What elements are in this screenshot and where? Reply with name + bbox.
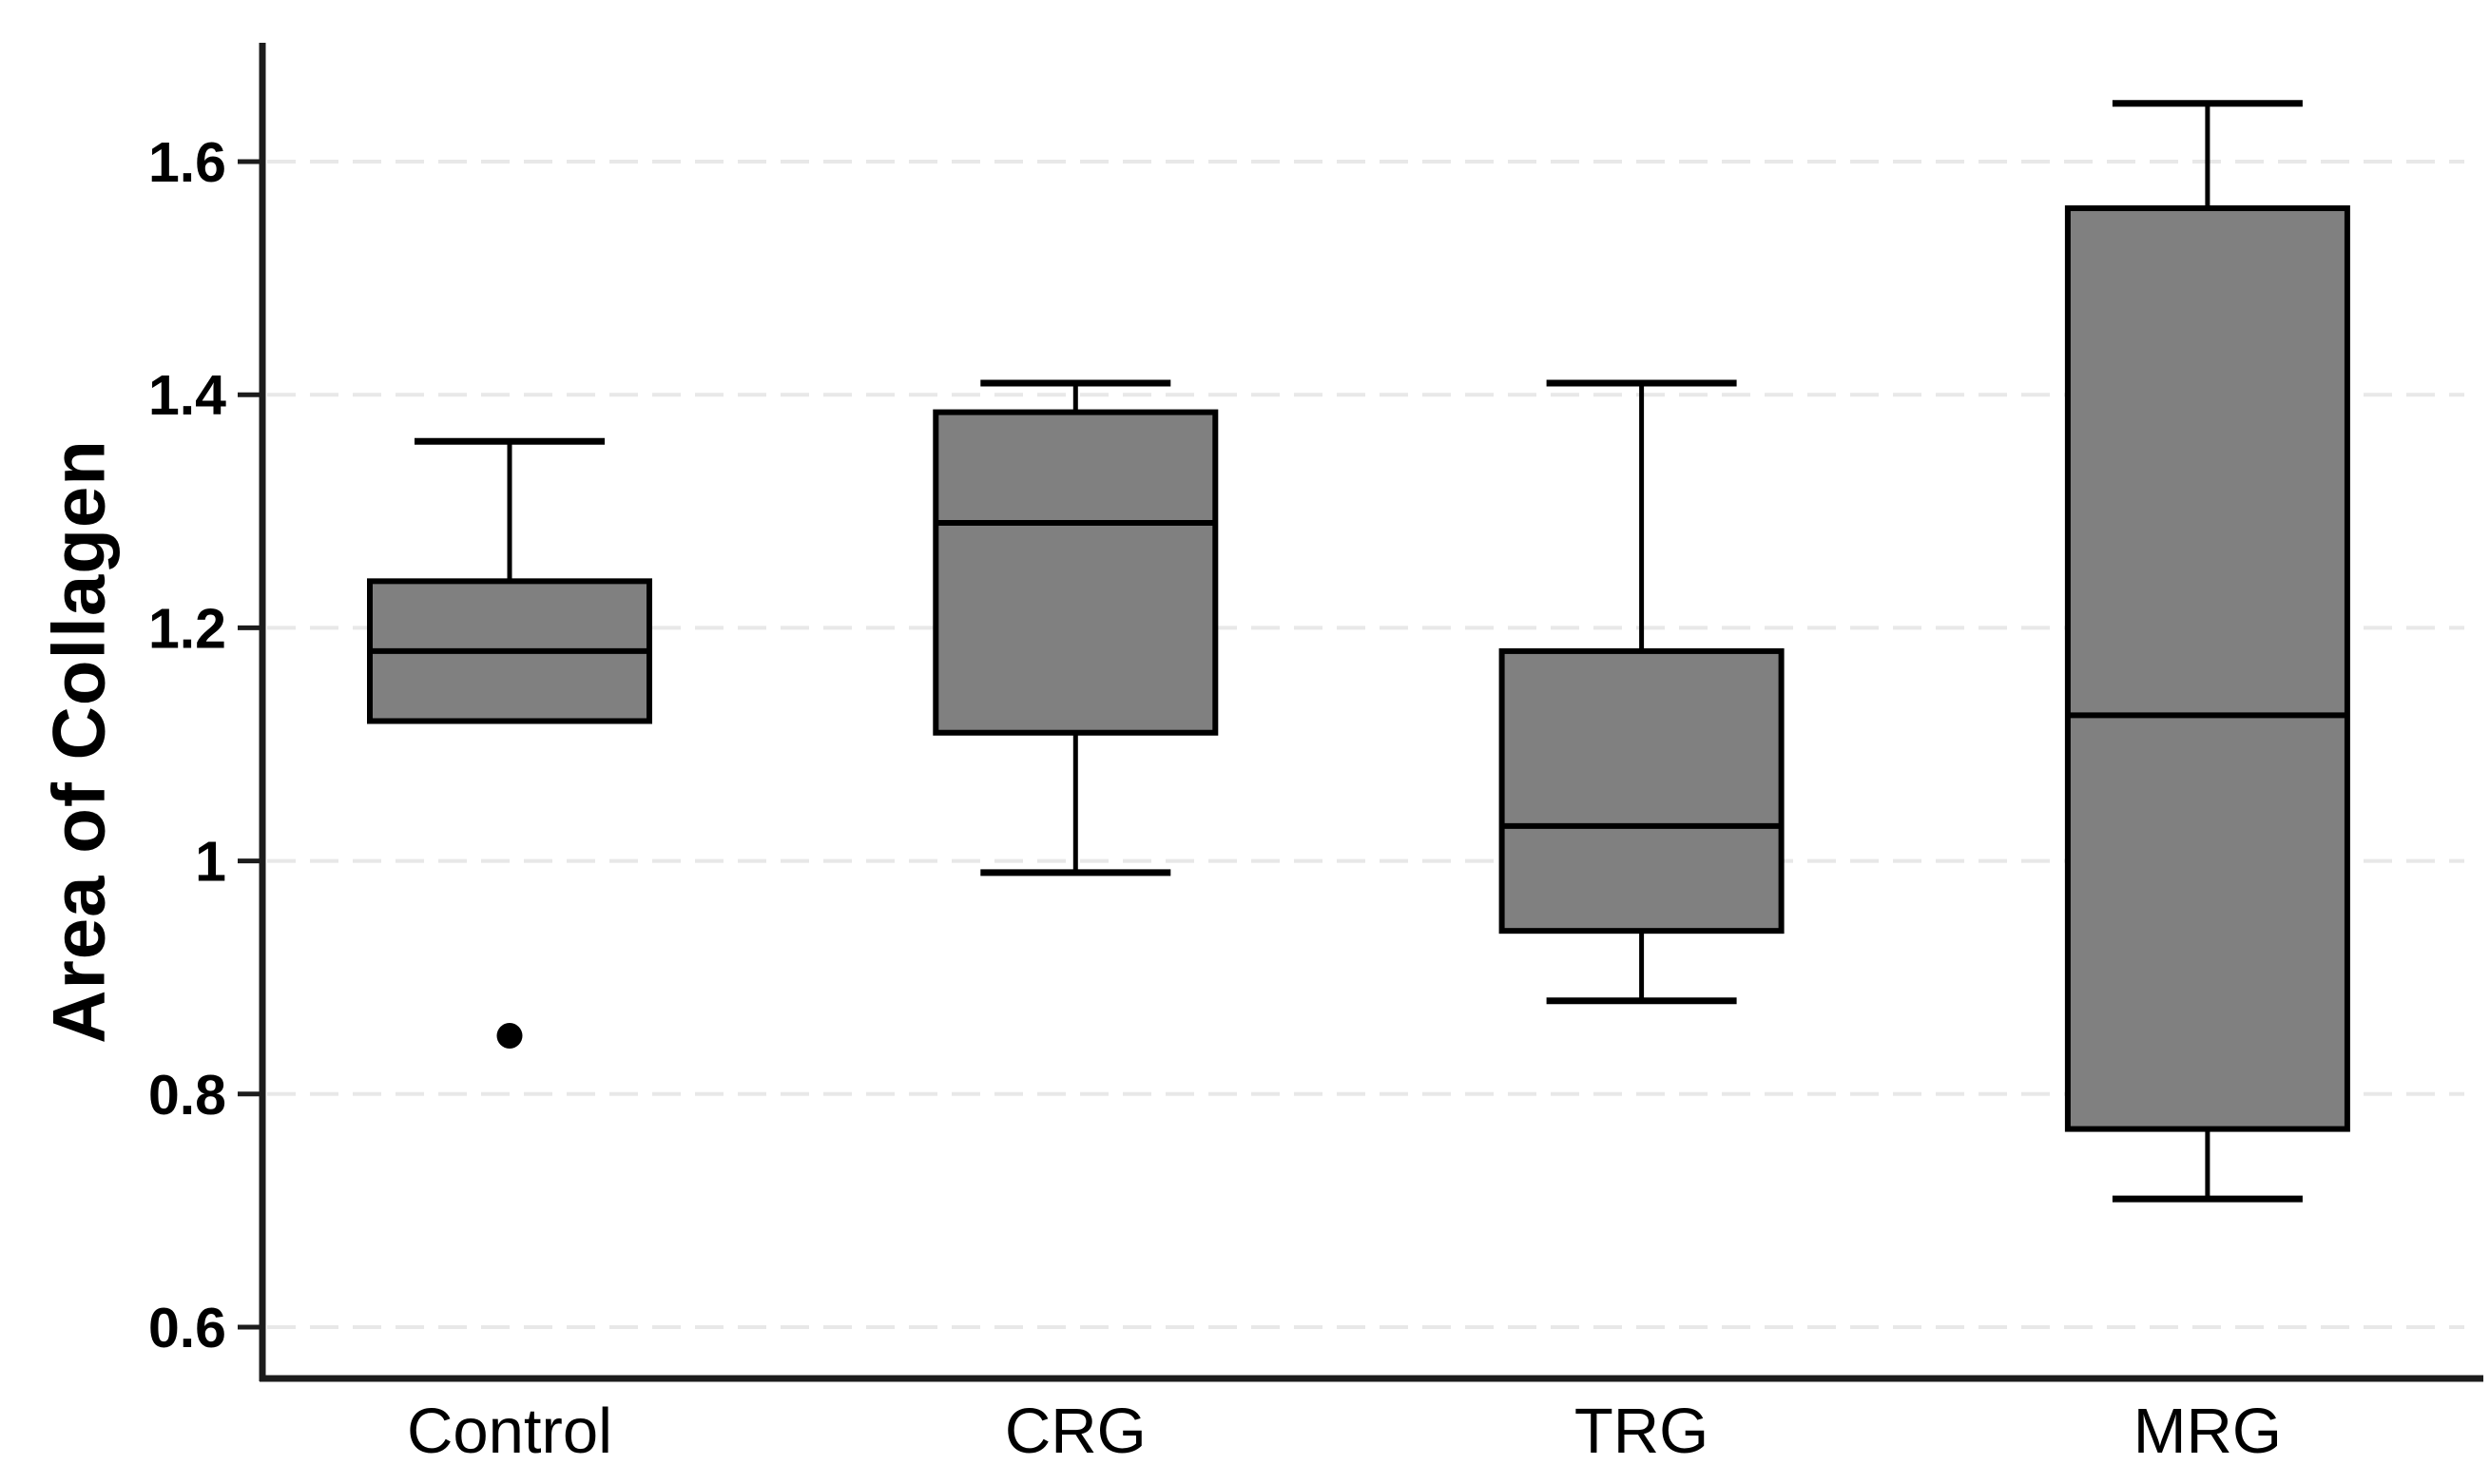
outlier-dot [496,1023,523,1049]
box-iqr [933,409,1219,736]
y-tick-label: 1.2 [148,597,226,660]
y-tick-label: 1.4 [148,364,226,427]
box-iqr [1498,647,1785,935]
x-category-label: MRG [2133,1396,2282,1467]
y-tick-label: 0.8 [148,1064,226,1127]
x-category-label: Control [407,1396,612,1467]
x-category-label: CRG [1005,1396,1147,1467]
box-iqr [2064,205,2350,1132]
y-tick-label: 1.6 [148,131,226,194]
x-category-label: TRG [1574,1396,1708,1467]
y-tick-label: 0.6 [148,1297,226,1359]
y-tick-label: 1 [195,831,226,894]
y-axis-title: Area of Collagen [36,439,121,1044]
